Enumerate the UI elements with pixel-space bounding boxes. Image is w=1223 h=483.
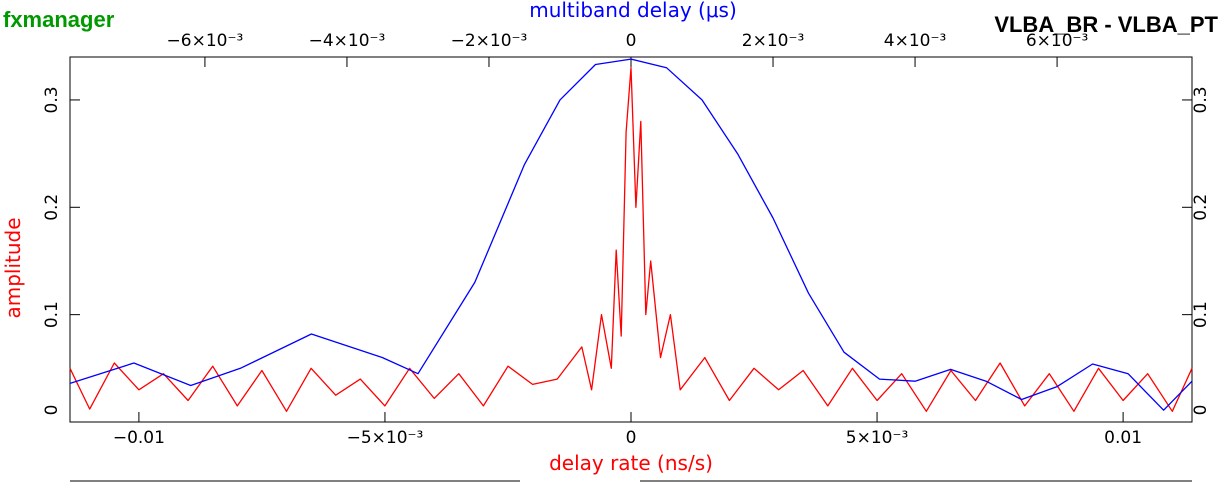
series-layer — [69, 58, 1193, 412]
x-bottom-tick-label: 5×10⁻³ — [846, 428, 908, 448]
tick-marks — [70, 57, 1192, 423]
x-bottom-tick-label: −5×10⁻³ — [347, 428, 424, 448]
y-left-tick-label: 0.3 — [42, 86, 62, 113]
y-axis-label: amplitude — [1, 217, 25, 318]
plot-frame — [69, 56, 1193, 423]
baseline-label: VLBA_BR - VLBA_PT — [994, 12, 1218, 37]
x-top-tick-label: −2×10⁻³ — [451, 31, 528, 51]
app-name: fxmanager — [3, 7, 115, 32]
multiband-delay-curve — [69, 58, 1193, 411]
x-bottom-tick-label: 0.01 — [1104, 428, 1142, 448]
x-bottom-axis-label: delay rate (ns/s) — [549, 451, 713, 475]
y-right-tick-label: 0 — [1191, 405, 1211, 416]
x-top-tick-label: −4×10⁻³ — [309, 31, 386, 51]
x-top-tick-label: 6×10⁻³ — [1026, 31, 1088, 51]
x-bottom-tick-label: −0.01 — [113, 428, 165, 448]
x-bottom-tick-label: 0 — [626, 428, 637, 448]
y-left-tick-label: 0.1 — [42, 301, 62, 328]
y-left-tick-label: 0.2 — [42, 194, 62, 221]
y-right-tick-label: 0.2 — [1191, 194, 1211, 221]
x-top-tick-label: 4×10⁻³ — [884, 31, 946, 51]
delay-rate-curve — [69, 67, 1193, 412]
x-top-axis-label: multiband delay (μs) — [529, 0, 737, 22]
tick-labels: −0.01 −5×10⁻³ 0 5×10⁻³ 0.01 −6×10⁻³ −4×10⁻³ −2×… — [42, 31, 1211, 448]
x-top-tick-label: −6×10⁻³ — [167, 31, 244, 51]
y-right-tick-label: 0.3 — [1191, 86, 1211, 113]
y-left-tick-label: 0 — [42, 405, 62, 416]
x-top-tick-label: 2×10⁻³ — [742, 31, 804, 51]
x-top-tick-label: 0 — [626, 31, 637, 51]
y-right-tick-label: 0.1 — [1191, 301, 1211, 328]
